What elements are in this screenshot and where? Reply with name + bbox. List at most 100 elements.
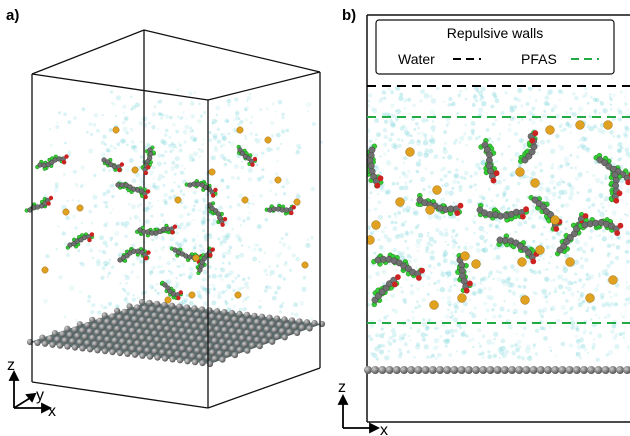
water-molecule	[574, 239, 580, 245]
water-molecule	[624, 213, 627, 216]
water-molecule	[162, 140, 168, 146]
water-molecule	[583, 328, 587, 333]
water-molecule	[214, 146, 217, 149]
water-molecule	[281, 242, 287, 247]
water-molecule	[160, 213, 165, 217]
water-molecule	[488, 207, 492, 210]
water-molecule	[182, 179, 187, 184]
water-molecule	[274, 192, 278, 196]
water-molecule	[602, 303, 606, 308]
carbon-atom	[179, 345, 186, 352]
carbon-atom	[84, 322, 91, 329]
water-molecule	[278, 309, 282, 313]
water-molecule	[412, 103, 417, 108]
water-molecule	[163, 201, 168, 206]
water-molecule	[566, 121, 570, 125]
water-molecule	[404, 239, 408, 243]
water-molecule	[226, 283, 232, 289]
water-molecule	[397, 143, 402, 148]
water-molecule	[380, 229, 386, 234]
water-molecule	[91, 303, 96, 308]
carbon-atom	[228, 309, 236, 317]
oxygen-atom	[520, 213, 526, 220]
carbon-atom	[131, 315, 138, 323]
water-molecule	[513, 96, 518, 101]
water-molecule	[103, 260, 109, 266]
water-molecule	[588, 126, 594, 132]
water-molecule	[537, 270, 542, 275]
water-molecule	[541, 310, 545, 314]
water-molecule	[124, 275, 130, 281]
water-molecule	[109, 239, 113, 242]
water-molecule	[188, 275, 192, 279]
water-molecule	[394, 234, 400, 240]
water-molecule	[254, 153, 259, 158]
water-molecule	[548, 325, 553, 330]
water-molecule	[131, 141, 135, 144]
water-molecule	[173, 172, 177, 176]
water-molecule	[131, 178, 137, 184]
water-molecule	[610, 302, 614, 306]
water-molecule	[461, 350, 466, 355]
carbon-atom	[244, 347, 251, 354]
water-molecule	[92, 123, 97, 127]
water-molecule	[474, 162, 481, 168]
carbon-atom	[311, 320, 318, 327]
carbon-atom	[166, 332, 173, 339]
water-molecule	[231, 280, 235, 284]
water-molecule	[507, 324, 513, 330]
oxygen-atom	[146, 250, 151, 255]
water-molecule	[547, 93, 550, 96]
water-molecule	[446, 300, 452, 306]
water-molecule	[406, 209, 410, 213]
water-molecule	[244, 117, 249, 122]
oxygen-atom	[146, 165, 151, 170]
water-molecule	[430, 353, 435, 358]
water-molecule	[427, 184, 432, 189]
water-molecule	[115, 304, 120, 309]
water-molecule	[162, 198, 168, 203]
water-molecule	[214, 185, 217, 188]
water-molecule	[200, 245, 204, 249]
carbon-atom	[91, 323, 98, 330]
water-molecule	[194, 199, 198, 204]
water-molecule	[175, 129, 179, 134]
water-molecule	[416, 328, 422, 334]
carbon-atom	[134, 340, 141, 347]
water-molecule	[213, 288, 216, 292]
water-molecule	[456, 232, 459, 235]
water-molecule	[246, 216, 251, 221]
water-molecule	[451, 240, 454, 243]
water-molecule	[101, 306, 105, 309]
water-molecule	[112, 208, 115, 211]
water-molecule	[203, 234, 208, 239]
legend: Repulsive walls Water PFAS	[375, 19, 615, 75]
water-molecule	[247, 276, 251, 280]
water-molecule	[80, 262, 85, 267]
water-molecule	[577, 302, 583, 308]
water-molecule	[170, 142, 174, 146]
water-molecule	[453, 305, 460, 311]
water-molecule	[540, 232, 544, 236]
oxygen-atom	[553, 226, 560, 232]
water-molecule	[79, 261, 83, 265]
water-molecule	[455, 350, 458, 353]
water-molecule	[448, 96, 453, 102]
water-molecule	[49, 143, 53, 147]
water-molecule	[444, 182, 449, 188]
water-molecule	[420, 272, 426, 278]
water-molecule	[578, 138, 581, 142]
water-molecule	[385, 112, 390, 117]
water-molecule	[178, 242, 184, 248]
water-molecule	[521, 333, 525, 338]
water-molecule	[556, 181, 562, 187]
water-molecule	[416, 140, 422, 146]
water-molecule	[269, 269, 275, 275]
water-molecule	[388, 137, 393, 142]
water-molecule	[274, 172, 279, 176]
water-molecule	[283, 192, 287, 196]
water-molecule	[280, 142, 283, 146]
water-molecule	[202, 220, 206, 225]
water-molecule	[121, 287, 125, 291]
oxygen-atom	[529, 137, 536, 144]
